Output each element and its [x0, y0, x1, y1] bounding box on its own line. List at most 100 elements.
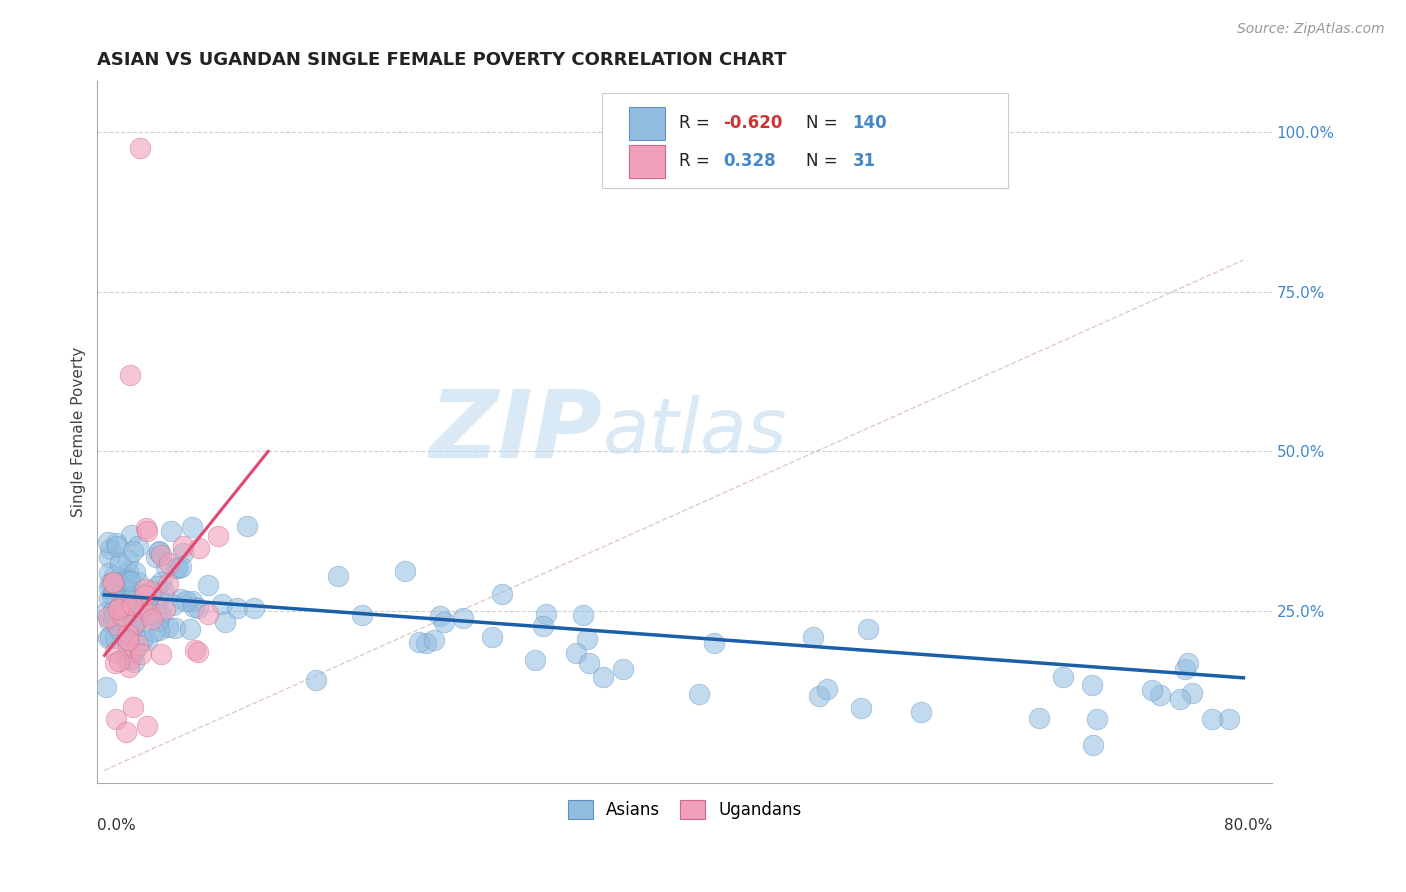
Point — [134, 582, 156, 596]
Point — [118, 660, 141, 674]
Point — [124, 655, 146, 669]
Point — [167, 561, 190, 575]
Point — [110, 587, 132, 601]
Point — [108, 654, 131, 668]
Point — [1149, 688, 1171, 702]
Text: R =: R = — [679, 114, 714, 132]
Point — [127, 638, 149, 652]
Point — [1174, 662, 1197, 676]
Point — [98, 541, 121, 556]
Point — [157, 577, 180, 591]
Point — [148, 623, 170, 637]
Text: ZIP: ZIP — [429, 386, 602, 478]
Point — [118, 602, 141, 616]
FancyBboxPatch shape — [630, 145, 665, 178]
Point — [179, 622, 201, 636]
Point — [97, 534, 120, 549]
Point — [128, 604, 150, 618]
Point — [148, 591, 170, 606]
Point — [1080, 678, 1102, 692]
Point — [120, 527, 142, 541]
Point — [170, 592, 193, 607]
Point — [136, 599, 159, 613]
Point — [491, 587, 513, 601]
Point — [451, 611, 474, 625]
Point — [578, 656, 600, 670]
Point — [187, 541, 209, 556]
Point — [104, 632, 127, 646]
Point — [103, 645, 125, 659]
Point — [127, 598, 149, 612]
Point — [120, 652, 142, 666]
Text: ASIAN VS UGANDAN SINGLE FEMALE POVERTY CORRELATION CHART: ASIAN VS UGANDAN SINGLE FEMALE POVERTY C… — [97, 51, 787, 69]
Point — [97, 610, 120, 624]
Point — [157, 619, 180, 633]
Point — [118, 574, 141, 589]
Point — [138, 607, 160, 622]
Point — [910, 706, 932, 720]
Point — [815, 681, 838, 696]
Point — [207, 528, 229, 542]
Point — [423, 633, 446, 648]
Point — [807, 690, 830, 704]
Point — [1028, 711, 1050, 725]
Point — [1142, 683, 1164, 698]
Point — [136, 633, 159, 648]
Point — [572, 608, 595, 623]
Point — [117, 634, 139, 648]
Point — [103, 585, 125, 599]
Point — [534, 607, 557, 622]
Point — [108, 613, 131, 627]
Point — [135, 595, 157, 609]
Point — [145, 550, 167, 565]
Point — [564, 646, 586, 660]
Point — [181, 593, 204, 607]
Point — [1201, 712, 1223, 726]
Point — [187, 645, 209, 659]
Point — [184, 643, 207, 657]
Point — [183, 600, 205, 615]
Point — [122, 604, 145, 618]
Point — [129, 647, 152, 661]
Point — [105, 539, 128, 553]
Point — [124, 641, 146, 656]
Point — [96, 605, 118, 619]
Point — [122, 619, 145, 633]
Point — [856, 622, 879, 636]
Point — [305, 673, 328, 688]
Point — [120, 368, 142, 382]
Point — [612, 662, 634, 676]
Point — [1218, 713, 1240, 727]
Point — [98, 630, 121, 644]
Point — [112, 609, 135, 624]
Point — [136, 524, 159, 538]
Point — [117, 597, 139, 611]
Point — [1170, 691, 1192, 706]
Point — [1181, 686, 1204, 700]
Point — [131, 600, 153, 615]
Point — [153, 583, 176, 598]
Point — [129, 141, 152, 155]
Point — [103, 569, 125, 583]
Point — [105, 618, 128, 632]
Point — [1052, 670, 1074, 684]
Point — [174, 594, 197, 608]
Text: atlas: atlas — [602, 395, 787, 469]
Point — [97, 631, 120, 645]
Point — [107, 602, 129, 616]
Point — [127, 575, 149, 590]
Point — [112, 650, 135, 665]
Point — [169, 559, 191, 574]
Point — [122, 699, 145, 714]
Point — [523, 653, 546, 667]
Point — [429, 608, 451, 623]
Point — [575, 632, 598, 647]
Point — [139, 584, 162, 599]
Point — [165, 621, 187, 635]
Point — [350, 607, 373, 622]
Point — [98, 566, 121, 580]
Point — [149, 607, 172, 622]
Point — [114, 573, 136, 587]
FancyBboxPatch shape — [630, 107, 665, 140]
Text: R =: R = — [679, 153, 714, 170]
